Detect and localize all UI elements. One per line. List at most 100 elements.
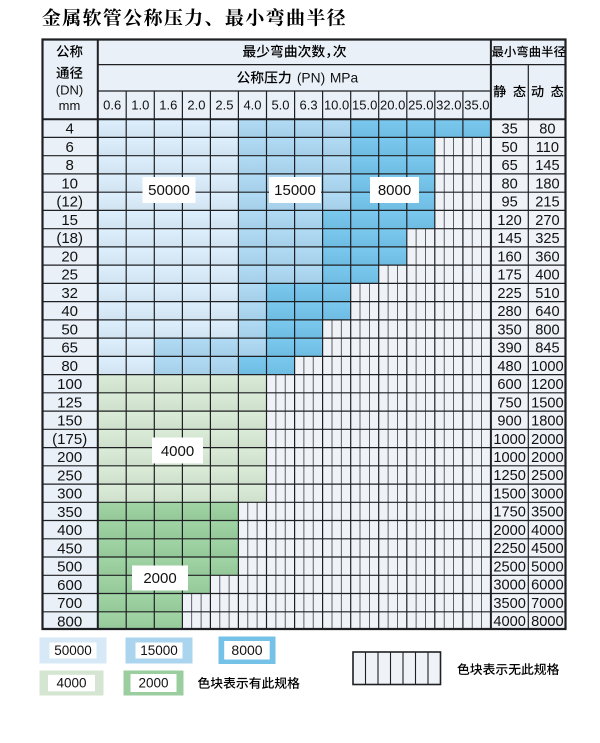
svg-text:3500: 3500	[493, 596, 525, 612]
svg-text:15.0: 15.0	[352, 98, 377, 113]
svg-text:1250: 1250	[493, 468, 525, 484]
svg-text:50: 50	[501, 140, 517, 156]
svg-text:500: 500	[57, 559, 82, 576]
svg-text:MPa: MPa	[330, 70, 359, 85]
svg-text:35.0: 35.0	[464, 98, 489, 113]
svg-text:350: 350	[497, 322, 521, 338]
svg-text:145: 145	[535, 158, 559, 174]
svg-text:400: 400	[535, 268, 559, 284]
svg-text:6.3: 6.3	[300, 98, 318, 113]
svg-text:300: 300	[57, 486, 82, 503]
svg-text:145: 145	[497, 231, 521, 247]
svg-text:50000: 50000	[54, 643, 92, 658]
svg-text:20: 20	[61, 248, 78, 265]
svg-text:2.0: 2.0	[187, 98, 205, 113]
svg-text:mm: mm	[59, 98, 81, 113]
svg-text:5.0: 5.0	[271, 98, 289, 113]
svg-text:150: 150	[57, 413, 82, 430]
svg-text:480: 480	[497, 359, 521, 375]
svg-text:350: 350	[57, 504, 82, 521]
svg-text:1800: 1800	[531, 414, 563, 430]
svg-text:600: 600	[57, 577, 82, 594]
svg-text:900: 900	[497, 414, 521, 430]
svg-text:1000: 1000	[531, 359, 563, 375]
svg-text:50: 50	[61, 321, 78, 338]
svg-text:160: 160	[497, 249, 521, 265]
svg-text:2250: 2250	[493, 541, 525, 557]
svg-text:15000: 15000	[140, 643, 178, 658]
svg-text:1500: 1500	[493, 487, 525, 503]
svg-text:400: 400	[57, 522, 82, 539]
svg-text:65: 65	[501, 158, 517, 174]
svg-text:2500: 2500	[493, 560, 525, 576]
svg-text:2000: 2000	[531, 450, 563, 466]
svg-text:2.5: 2.5	[215, 98, 233, 113]
svg-text:32.0: 32.0	[436, 98, 461, 113]
svg-text:510: 510	[535, 286, 559, 302]
svg-text:15000: 15000	[274, 182, 316, 199]
svg-text:1200: 1200	[531, 377, 563, 393]
svg-text:390: 390	[497, 341, 521, 357]
svg-text:250: 250	[57, 467, 82, 484]
svg-text:110: 110	[536, 140, 559, 156]
svg-text:845: 845	[535, 341, 559, 357]
svg-text:1.0: 1.0	[131, 98, 149, 113]
svg-text:1000: 1000	[493, 432, 525, 448]
svg-text:0.6: 0.6	[103, 98, 121, 113]
svg-text:50000: 50000	[148, 182, 190, 199]
svg-text:3000: 3000	[531, 487, 563, 503]
svg-text:80: 80	[539, 122, 555, 138]
svg-text:3500: 3500	[531, 505, 563, 521]
svg-text:4000: 4000	[493, 614, 525, 630]
svg-text:4: 4	[66, 121, 74, 138]
svg-text:8000: 8000	[378, 182, 411, 199]
svg-text:280: 280	[497, 304, 521, 320]
svg-text:450: 450	[57, 540, 82, 557]
svg-text:65: 65	[61, 340, 78, 357]
svg-text:40: 40	[61, 303, 78, 320]
svg-text:(18): (18)	[56, 230, 83, 247]
svg-text:4.0: 4.0	[243, 98, 261, 113]
svg-text:640: 640	[535, 304, 559, 320]
svg-text:80: 80	[501, 176, 517, 192]
svg-text:15: 15	[61, 212, 78, 229]
svg-text:2000: 2000	[531, 432, 563, 448]
svg-text:100: 100	[57, 376, 82, 393]
svg-text:(PN): (PN)	[297, 70, 325, 85]
svg-text:800: 800	[535, 322, 559, 338]
svg-text:1.6: 1.6	[159, 98, 177, 113]
svg-text:4000: 4000	[531, 523, 563, 539]
svg-text:360: 360	[535, 249, 559, 265]
svg-text:2500: 2500	[531, 468, 563, 484]
svg-text:225: 225	[497, 286, 521, 302]
svg-text:8: 8	[66, 157, 74, 174]
svg-text:2000: 2000	[493, 523, 525, 539]
svg-text:35: 35	[501, 122, 517, 138]
svg-text:8000: 8000	[231, 642, 262, 658]
svg-text:1750: 1750	[493, 505, 525, 521]
svg-text:8000: 8000	[531, 614, 563, 630]
svg-text:4000: 4000	[161, 443, 194, 460]
svg-text:800: 800	[57, 613, 82, 630]
svg-text:(DN): (DN)	[56, 83, 83, 98]
svg-text:80: 80	[61, 358, 78, 375]
svg-text:215: 215	[535, 195, 559, 211]
svg-text:600: 600	[497, 377, 521, 393]
svg-text:200: 200	[57, 449, 82, 466]
svg-text:175: 175	[497, 268, 521, 284]
svg-text:700: 700	[57, 595, 82, 612]
svg-text:4000: 4000	[56, 676, 86, 691]
svg-text:125: 125	[57, 394, 82, 411]
svg-text:2000: 2000	[143, 570, 176, 587]
svg-text:10: 10	[61, 176, 78, 193]
svg-text:6: 6	[66, 139, 74, 156]
svg-text:95: 95	[501, 195, 517, 211]
svg-text:1000: 1000	[493, 450, 525, 466]
svg-text:10.0: 10.0	[324, 98, 349, 113]
svg-text:7000: 7000	[531, 596, 563, 612]
svg-text:(12): (12)	[56, 194, 83, 211]
svg-text:20.0: 20.0	[380, 98, 405, 113]
svg-text:180: 180	[535, 176, 559, 192]
svg-text:120: 120	[497, 213, 521, 229]
svg-text:750: 750	[497, 395, 521, 411]
